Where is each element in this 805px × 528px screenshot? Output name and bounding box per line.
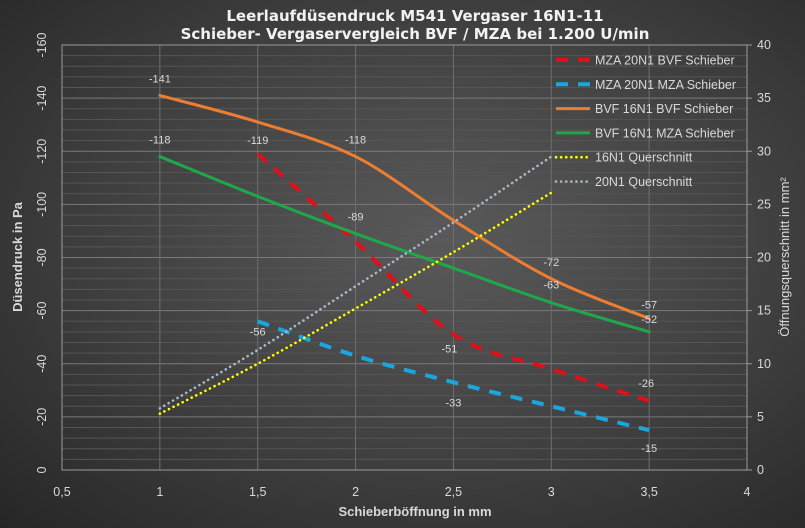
legend-label: 16N1 Querschnitt xyxy=(595,151,693,165)
data-label: -33 xyxy=(445,397,461,409)
legend-label: BVF 16N1 BVF Schieber xyxy=(595,102,733,116)
legend-label: 20N1 Querschnitt xyxy=(595,175,693,189)
y-tick-label: -100 xyxy=(35,192,49,217)
x-tick-label: 0,5 xyxy=(53,485,70,499)
y-tick-label: 0 xyxy=(35,466,49,473)
legend-label: MZA 20N1 MZA Schieber xyxy=(595,78,736,92)
legend-label: MZA 20N1 BVF Schieber xyxy=(595,54,735,68)
data-label: -141 xyxy=(149,73,171,85)
x-axis-title: Schieberböffnung in mm xyxy=(338,504,491,519)
data-label: -51 xyxy=(441,344,457,356)
legend: MZA 20N1 BVF Schieber MZA 20N1 MZA Schieb… xyxy=(554,54,736,189)
data-label: -15 xyxy=(641,443,657,455)
data-label: -119 xyxy=(247,135,268,147)
x-tick-label: 1 xyxy=(156,485,163,499)
data-label: -72 xyxy=(543,257,559,269)
x-tick-label: 3 xyxy=(548,485,555,499)
y2-tick-label: 20 xyxy=(757,251,771,265)
series-line xyxy=(158,155,651,334)
y-tick-label: -60 xyxy=(35,302,49,320)
x-tick-label: 2 xyxy=(352,485,359,499)
y2-tick-label: 35 xyxy=(757,91,771,105)
data-labels: -119 -51 -26 -56 -33 -15 -141 -118 -72 -57 -118 -89… xyxy=(149,73,657,455)
legend-label: BVF 16N1 MZA Schieber xyxy=(595,126,735,140)
data-label: -56 xyxy=(250,326,266,338)
data-label: -63 xyxy=(543,280,559,292)
data-label: -118 xyxy=(149,135,170,147)
x-tick-label: 3,5 xyxy=(640,485,657,499)
y-axis-title: Düsendruck in Pa xyxy=(10,201,25,312)
y-tick-label: -80 xyxy=(35,248,49,266)
y-tick-label: -160 xyxy=(35,32,49,57)
y-tick-label: -40 xyxy=(35,355,49,373)
series-line xyxy=(256,152,650,403)
y-tick-label: -20 xyxy=(35,408,49,426)
data-label: -118 xyxy=(345,135,366,147)
gridlines xyxy=(61,44,748,471)
y-tick-label: -120 xyxy=(35,139,49,164)
series-line xyxy=(158,93,651,321)
y-axis-ticks: 0 -20 -40 -60 -80 -100 -120 -140 -160 xyxy=(35,32,49,473)
x-tick-label: 4 xyxy=(744,485,751,499)
x-tick-label: 2,5 xyxy=(445,485,462,499)
series-lines xyxy=(158,93,651,433)
series-line xyxy=(158,191,553,415)
x-tick-label: 1,5 xyxy=(249,485,266,499)
data-label: -89 xyxy=(348,212,364,224)
chart-title: Leerlaufdüsendruck M541 Vergaser 16N1-11 xyxy=(226,7,603,25)
y2-tick-label: 40 xyxy=(757,38,771,52)
y2-tick-label: 25 xyxy=(757,197,771,211)
data-label: -26 xyxy=(638,378,654,390)
chart-subtitle: Schieber- Vergaservergleich BVF / MZA be… xyxy=(181,25,650,43)
y2-tick-label: 0 xyxy=(757,463,764,477)
y-tick-label: -140 xyxy=(35,86,49,111)
y2-axis-title: Öffnungsquerschnitt in mm² xyxy=(777,177,792,337)
y2-tick-label: 30 xyxy=(757,144,771,158)
y2-tick-label: 15 xyxy=(757,304,771,318)
data-label: -52 xyxy=(641,314,657,326)
y2-tick-label: 5 xyxy=(757,410,764,424)
x-axis-ticks: 0,5 1 1,5 2 2,5 3 3,5 4 xyxy=(53,485,750,499)
data-label: -57 xyxy=(641,300,657,312)
y2-axis-ticks: 0 5 10 15 20 25 30 35 40 xyxy=(747,38,771,477)
y2-tick-label: 10 xyxy=(757,357,771,371)
